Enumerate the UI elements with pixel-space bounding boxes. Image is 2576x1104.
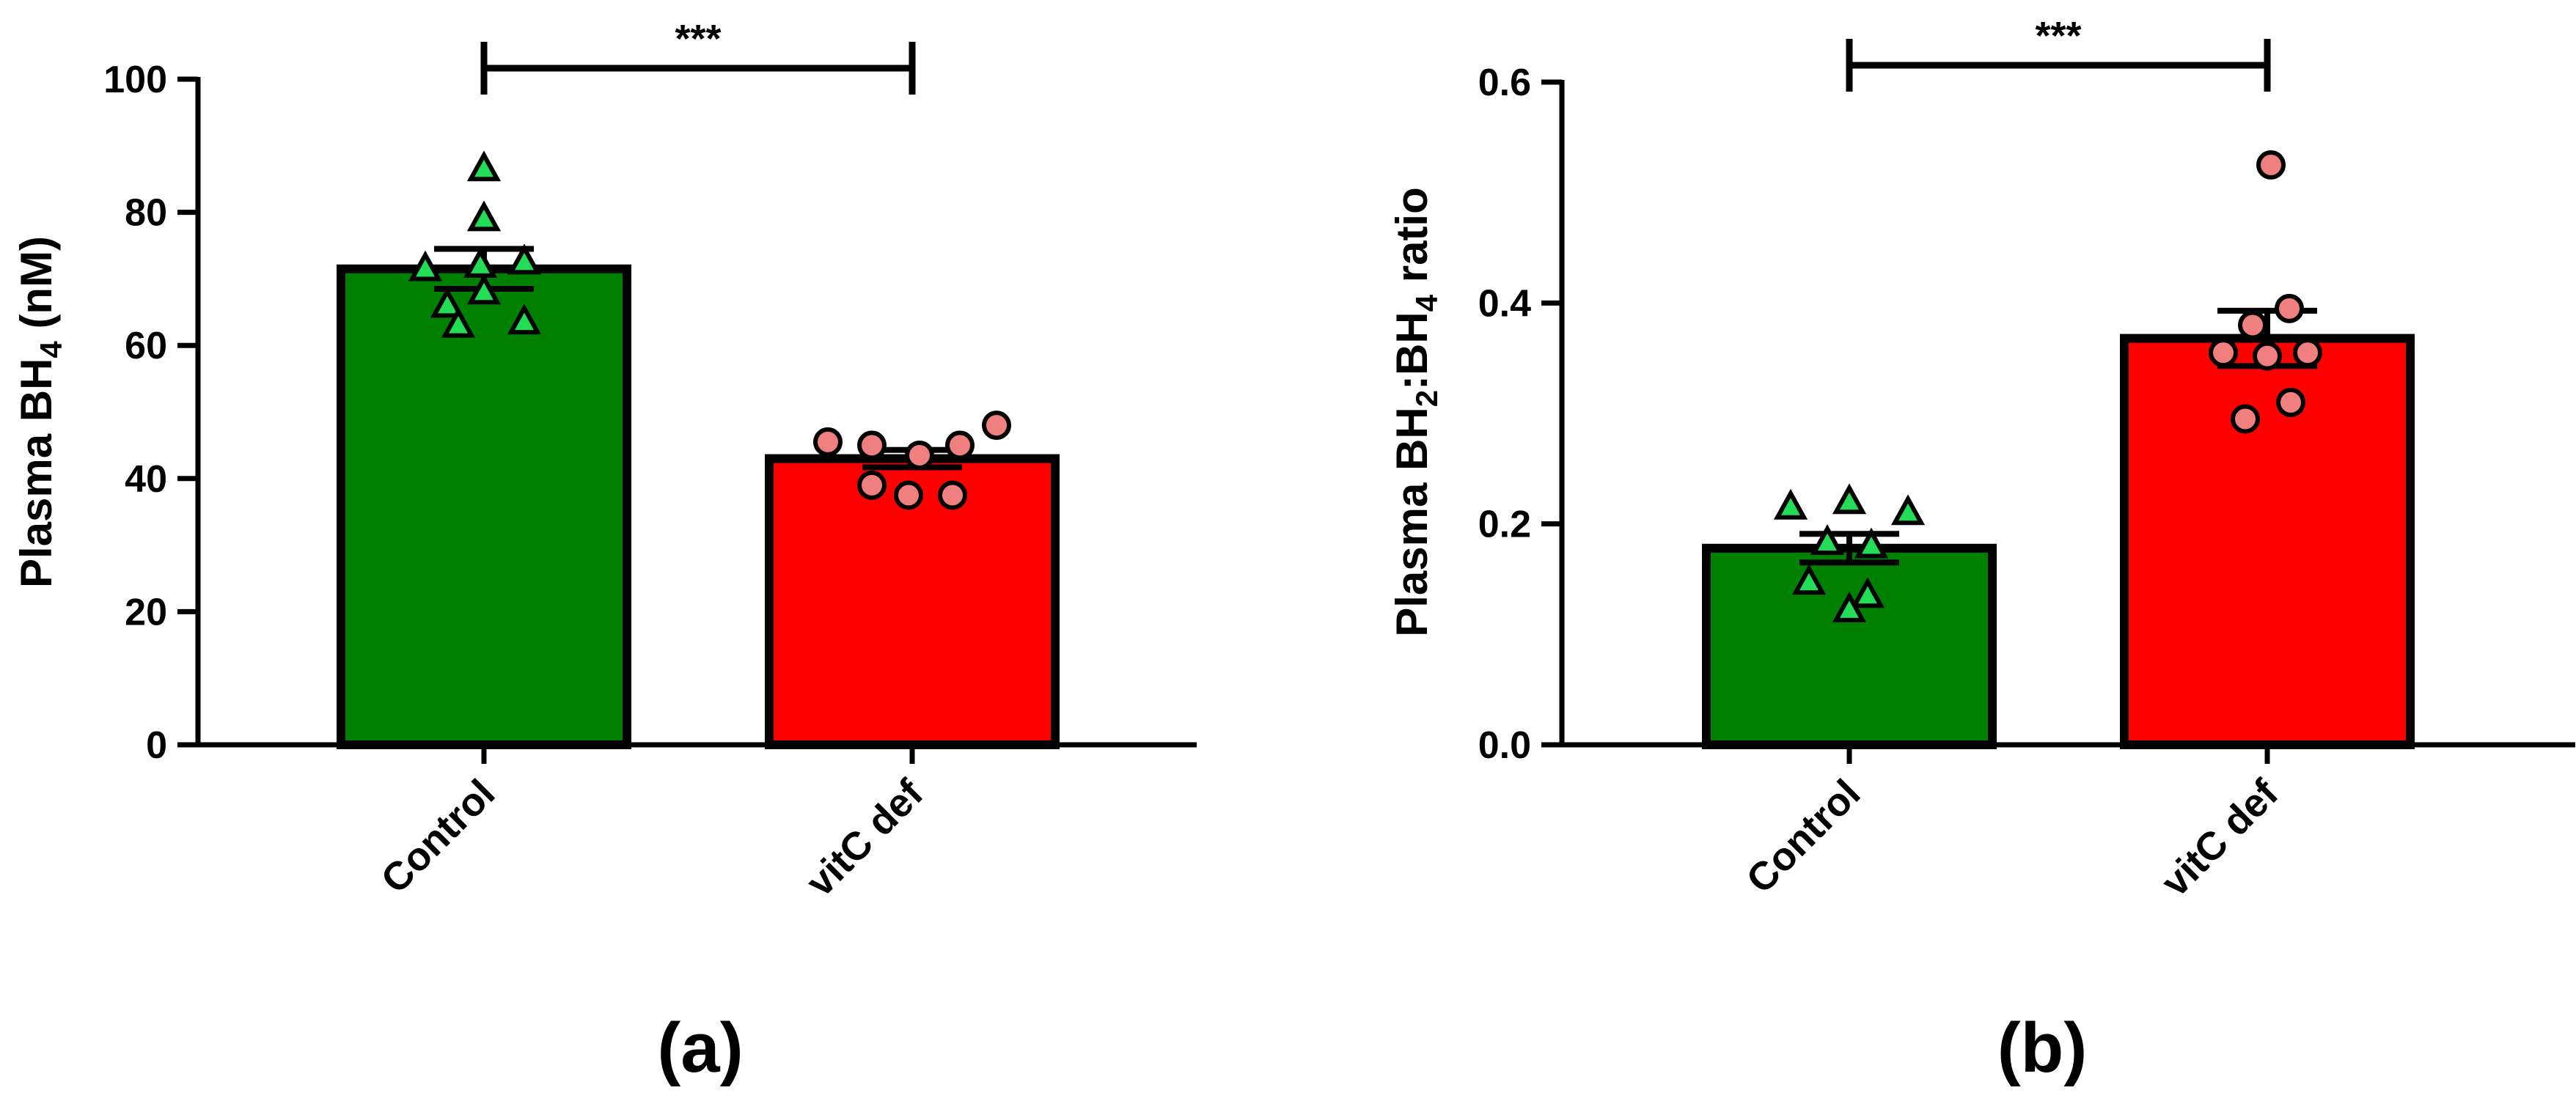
x-tick-label: vitC def bbox=[2153, 770, 2287, 905]
y-axis-label-subscript: 2 bbox=[1409, 390, 1444, 407]
data-point-vitc-def bbox=[982, 411, 1011, 441]
y-tick-label: 80 bbox=[125, 192, 167, 235]
data-point-vitc-def bbox=[2293, 338, 2322, 368]
data-point-control bbox=[507, 243, 542, 275]
data-point-control bbox=[441, 306, 476, 338]
x-tick-label: Control bbox=[373, 771, 503, 902]
y-axis-label-subscript: 4 bbox=[34, 341, 68, 358]
data-point-control bbox=[1773, 488, 1808, 520]
chart-panel-b: 0.0 0.2 0.4 0.6 Control vitC def Plasma BH2:BH… bbox=[1387, 14, 2575, 1087]
data-point-control bbox=[430, 287, 465, 318]
y-axis-label-part: :BH bbox=[1387, 312, 1436, 390]
bar-control bbox=[337, 264, 631, 749]
data-point-control bbox=[1791, 564, 1827, 595]
data-point-control bbox=[1850, 577, 1885, 608]
data-point-control bbox=[466, 150, 502, 182]
y-axis-label: Plasma BH4 (nM) bbox=[12, 236, 68, 588]
y-tick-label: 100 bbox=[103, 59, 167, 101]
data-point-vitc-def bbox=[894, 480, 923, 510]
data-point-control bbox=[507, 303, 542, 335]
data-point-vitc-def bbox=[2275, 293, 2304, 323]
y-axis-label: Plasma BH2:BH4 ratio bbox=[1387, 187, 1444, 637]
x-tick-label: Control bbox=[1738, 771, 1868, 902]
data-point-control bbox=[466, 273, 502, 305]
panel-label: (b) bbox=[1997, 1009, 2088, 1087]
data-point-vitc-def bbox=[2231, 404, 2260, 434]
chart-panel-a: 0 20 40 60 80 100 Control vitC def Plasma BH4 (n… bbox=[12, 17, 1197, 1087]
y-tick-label: 0.6 bbox=[1478, 62, 1531, 104]
data-point-vitc-def bbox=[2209, 338, 2238, 368]
bar-vitc-def bbox=[765, 454, 1060, 749]
data-point-vitc-def bbox=[2256, 150, 2286, 180]
data-point-control bbox=[1832, 591, 1867, 622]
data-point-control bbox=[1810, 524, 1845, 555]
significance-label: *** bbox=[2035, 14, 2081, 58]
y-axis-label-part: (nM) bbox=[12, 236, 61, 341]
data-point-vitc-def bbox=[945, 430, 975, 460]
data-point-vitc-def bbox=[2253, 341, 2282, 371]
y-axis-label-subscript: 4 bbox=[1409, 294, 1444, 312]
bar-control bbox=[1702, 543, 1997, 750]
panel-label: (a) bbox=[657, 1009, 743, 1087]
y-tick-label: 60 bbox=[125, 325, 167, 367]
y-tick-label: 0.0 bbox=[1478, 724, 1531, 767]
y-tick-label: 40 bbox=[125, 458, 167, 501]
data-point-vitc-def bbox=[857, 470, 887, 500]
data-point-vitc-def bbox=[813, 427, 843, 457]
y-axis-label-part: Plasma BH bbox=[12, 358, 61, 588]
y-tick-label: 20 bbox=[125, 591, 167, 633]
y-tick-label: 0.4 bbox=[1478, 282, 1531, 325]
y-axis-label-part: Plasma BH bbox=[1387, 407, 1436, 636]
data-point-control bbox=[408, 250, 443, 281]
data-point-control bbox=[1890, 494, 1926, 526]
significance-label: *** bbox=[675, 17, 721, 61]
data-point-vitc-def bbox=[2276, 387, 2305, 417]
data-point-control bbox=[463, 247, 498, 278]
data-point-vitc-def bbox=[857, 430, 887, 460]
bar-vitc-def bbox=[2120, 334, 2415, 749]
data-point-vitc-def bbox=[905, 441, 934, 471]
data-point-vitc-def bbox=[938, 480, 967, 510]
y-tick-label: 0.2 bbox=[1478, 504, 1531, 546]
data-point-control bbox=[1832, 483, 1867, 515]
x-tick-label: vitC def bbox=[798, 770, 932, 905]
data-point-vitc-def bbox=[2238, 310, 2267, 340]
data-point-control bbox=[466, 200, 502, 232]
y-tick-label: 0 bbox=[146, 724, 167, 767]
y-axis-label-part: ratio bbox=[1387, 187, 1436, 295]
data-point-control bbox=[1854, 527, 1889, 559]
